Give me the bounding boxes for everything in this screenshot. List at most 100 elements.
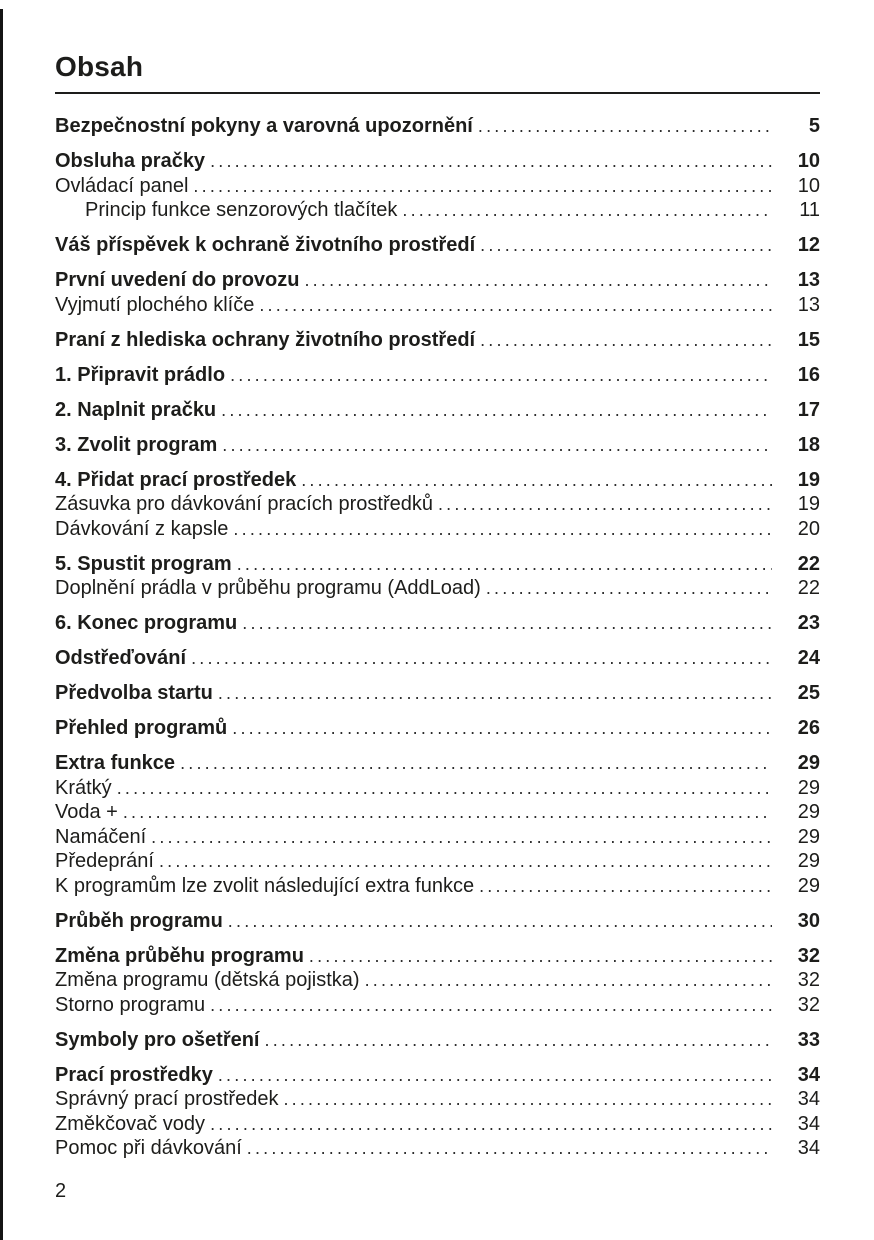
toc-entry-label: Přehled programů <box>55 717 228 739</box>
toc-page-number: 26 <box>797 717 820 739</box>
toc-row: Voda + 29 <box>55 800 820 825</box>
leader-dots <box>232 716 772 741</box>
toc-row: Změna programu (dětská pojistka) 32 <box>55 968 820 993</box>
toc-page-number: 20 <box>797 517 820 540</box>
leader-dots <box>222 433 772 458</box>
toc-row: Symboly pro ošetření 33 <box>55 1028 820 1053</box>
leader-dots <box>438 492 772 517</box>
leader-dots <box>233 517 772 542</box>
leader-dots <box>117 776 772 801</box>
toc-entry-label: 3. Zvolit program <box>55 433 218 456</box>
toc-page-number: 13 <box>797 293 820 316</box>
leader-dots <box>309 944 772 969</box>
toc-group: 3. Zvolit program 18 <box>55 433 820 458</box>
toc-row: 4. Přidat prací prostředek 19 <box>55 468 820 493</box>
toc-page-number: 32 <box>797 944 820 967</box>
toc-entry-label: Změna průběhu programu <box>55 944 304 967</box>
toc-entry-label: 2. Naplnit pračku <box>55 398 217 421</box>
toc-row: Krátký 29 <box>55 776 820 801</box>
leader-dots <box>365 968 772 993</box>
toc-page-number: 12 <box>797 234 820 256</box>
toc-entry-label: Váš příspěvek k ochraně životního prostř… <box>55 234 476 256</box>
leader-dots <box>265 1028 773 1053</box>
toc-page-number: 15 <box>797 328 820 351</box>
leader-dots <box>480 328 772 353</box>
leader-dots <box>221 398 772 423</box>
toc-row: Předeprání 29 <box>55 849 820 874</box>
toc-group: Změna průběhu programu32Změna programu (… <box>55 944 820 1018</box>
toc-list: Bezpečnostní pokyny a varovná upozornění… <box>55 114 820 1161</box>
toc-row: Bezpečnostní pokyny a varovná upozornění… <box>55 114 820 139</box>
leader-dots <box>259 293 772 318</box>
toc-page-number: 16 <box>797 363 820 386</box>
toc-page-number: 13 <box>797 269 820 291</box>
toc-page-number: 22 <box>797 552 820 575</box>
toc-row: Praní z hlediska ochrany životního prost… <box>55 328 820 353</box>
toc-page-number: 29 <box>797 825 820 848</box>
toc-entry-label: Voda + <box>55 801 118 823</box>
toc-row: K programům lze zvolit následující extra… <box>55 874 820 899</box>
toc-row: Dávkování z kapsle 20 <box>55 517 820 542</box>
toc-row: Přehled programů 26 <box>55 716 820 741</box>
toc-group: 6. Konec programu 23 <box>55 611 820 636</box>
toc-page-number: 29 <box>797 850 820 872</box>
leader-dots <box>486 576 772 601</box>
footer-page-number: 2 <box>55 1180 67 1202</box>
leader-dots <box>193 174 772 199</box>
toc-row: Předvolba startu 25 <box>55 681 820 706</box>
toc-entry-label: Princip funkce senzorových tlačítek <box>85 199 398 221</box>
toc-page-number: 19 <box>797 493 820 515</box>
scan-edge-line <box>0 9 3 1240</box>
toc-row: Ovládací panel 10 <box>55 174 820 199</box>
leader-dots <box>191 646 772 671</box>
toc-entry-label: Změna programu (dětská pojistka) <box>55 969 360 991</box>
toc-page-number: 33 <box>797 1028 820 1051</box>
leader-dots <box>123 800 772 825</box>
leader-dots <box>228 909 772 934</box>
toc-page-number: 30 <box>797 909 820 932</box>
leader-dots <box>301 468 772 493</box>
toc-page-number: 11 <box>799 199 820 221</box>
toc-page-number: 34 <box>797 1088 820 1110</box>
toc-row: 5. Spustit program 22 <box>55 552 820 577</box>
toc-group: Symboly pro ošetření 33 <box>55 1028 820 1053</box>
leader-dots <box>237 552 772 577</box>
toc-entry-label: Obsluha pračky <box>55 150 206 172</box>
toc-row: Namáčení 29 <box>55 825 820 850</box>
toc-entry-label: Storno programu <box>55 993 206 1016</box>
toc-row: První uvedení do provozu 13 <box>55 268 820 293</box>
toc-page-number: 22 <box>797 577 820 599</box>
toc-group: Přehled programů 26 <box>55 716 820 741</box>
toc-page-number: 24 <box>797 647 820 669</box>
leader-dots <box>480 233 772 258</box>
toc-group: Prací prostředky34Správný prací prostřed… <box>55 1063 820 1161</box>
toc-page-number: 5 <box>808 115 820 137</box>
toc-entry-label: Bezpečnostní pokyny a varovná upozornění <box>55 115 473 137</box>
toc-page-number: 10 <box>797 174 820 197</box>
toc-group: 4. Přidat prací prostředek19Zásuvka pro … <box>55 468 820 542</box>
toc-row: Váš příspěvek k ochraně životního prostř… <box>55 233 820 258</box>
toc-page-number: 29 <box>797 801 820 823</box>
toc-row: 1. Připravit prádlo 16 <box>55 363 820 388</box>
toc-entry-label: První uvedení do provozu <box>55 269 300 291</box>
toc-row: Doplnění prádla v průběhu programu (AddL… <box>55 576 820 601</box>
toc-group: Předvolba startu 25 <box>55 681 820 706</box>
toc-entry-label: 1. Připravit prádlo <box>55 363 226 386</box>
toc-entry-label: Krátký <box>55 776 112 799</box>
toc-entry-label: Prací prostředky <box>55 1063 213 1086</box>
toc-entry-label: 5. Spustit program <box>55 552 232 575</box>
leader-dots <box>159 849 772 874</box>
toc-row: Změkčovač vody 34 <box>55 1112 820 1137</box>
toc-row: 3. Zvolit program 18 <box>55 433 820 458</box>
toc-entry-label: Předeprání <box>55 850 154 872</box>
toc-page-number: 32 <box>797 969 820 991</box>
toc-group: 2. Naplnit pračku 17 <box>55 398 820 423</box>
toc-row: Vyjmutí plochého klíče 13 <box>55 293 820 318</box>
leader-dots <box>218 681 772 706</box>
toc-entry-label: Symboly pro ošetření <box>55 1028 260 1051</box>
toc-row: Zásuvka pro dávkování pracích prostředků… <box>55 492 820 517</box>
toc-group: Bezpečnostní pokyny a varovná upozornění… <box>55 114 820 139</box>
toc-row: Změna průběhu programu 32 <box>55 944 820 969</box>
